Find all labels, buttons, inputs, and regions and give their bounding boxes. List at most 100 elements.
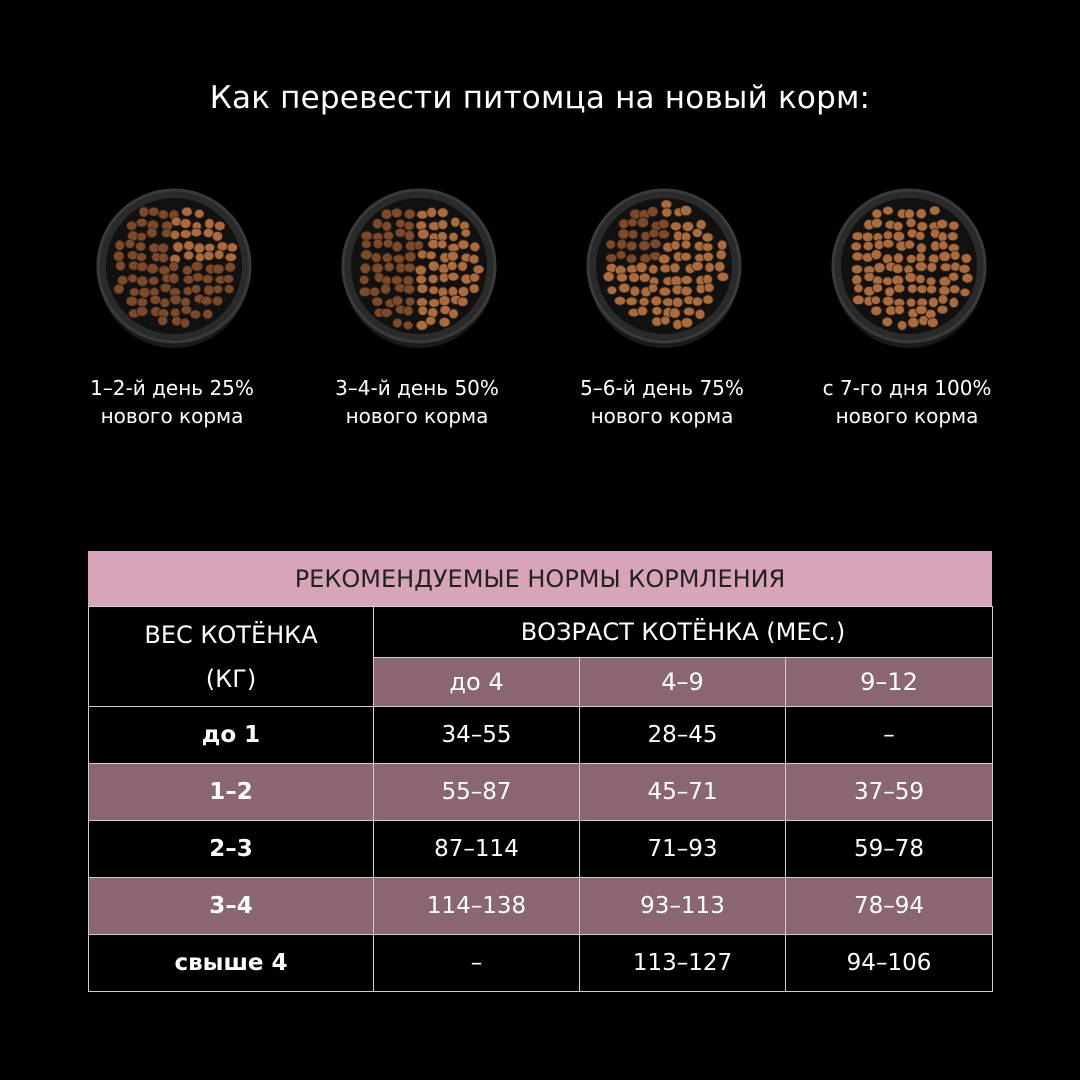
new-kibble: [204, 218, 215, 230]
old-kibble: [136, 252, 147, 262]
new-kibble: [851, 274, 863, 286]
new-kibble: [468, 254, 480, 265]
new-kibble: [704, 262, 715, 273]
new-kibble: [681, 221, 695, 232]
new-kibble: [170, 216, 182, 227]
step-food-label: нового корма: [345, 404, 489, 428]
new-kibble: [194, 208, 205, 219]
new-kibble: [203, 250, 215, 261]
old-kibble: [157, 242, 169, 254]
new-kibble: [894, 304, 905, 316]
old-kibble: [394, 227, 407, 238]
new-kibble: [625, 296, 638, 306]
old-kibble: [182, 265, 193, 276]
new-kibble: [637, 305, 649, 317]
new-kibble: [904, 208, 915, 220]
old-kibble: [124, 238, 136, 249]
new-kibble: [702, 251, 714, 262]
new-kibble: [702, 294, 714, 305]
old-kibble: [404, 296, 416, 307]
new-kibble: [961, 272, 974, 284]
new-kibble: [959, 287, 971, 298]
new-kibble: [937, 231, 948, 242]
new-kibble: [638, 296, 650, 307]
new-kibble: [679, 251, 692, 262]
new-kibble: [870, 305, 883, 317]
food-bowl-image: [582, 180, 746, 356]
weight-header-line2: (КГ): [205, 664, 257, 693]
new-kibble: [448, 231, 459, 242]
new-kibble: [660, 199, 673, 210]
new-kibble: [703, 282, 715, 293]
old-kibble: [359, 275, 370, 285]
old-kibble: [169, 294, 182, 305]
new-kibble: [658, 286, 672, 297]
new-kibble: [893, 252, 904, 264]
value-cell: 55–87: [373, 763, 580, 821]
old-kibble: [138, 287, 151, 298]
step-days-label: с 7-го дня 100%: [822, 376, 992, 400]
old-kibble: [360, 239, 372, 249]
old-kibble: [113, 250, 125, 262]
new-kibble: [416, 297, 429, 308]
old-kibble: [380, 283, 391, 295]
weight-cell: до 1: [88, 706, 374, 764]
old-kibble: [615, 250, 627, 260]
new-kibble: [618, 282, 631, 294]
value-cell: 34–55: [373, 706, 580, 764]
old-kibble: [136, 261, 149, 272]
old-kibble: [171, 316, 182, 327]
new-kibble: [427, 274, 439, 285]
old-kibble: [136, 232, 147, 242]
new-kibble: [648, 264, 659, 275]
value-cell: 78–94: [784, 877, 994, 935]
new-kibble: [438, 272, 450, 283]
feeding-grid: ВЕС КОТЁНКА (КГ) ВОЗРАСТ КОТЁНКА (МЕС.) …: [88, 606, 994, 992]
new-kibble: [925, 276, 937, 287]
old-kibble: [626, 240, 638, 252]
new-kibble: [850, 264, 863, 275]
new-kibble: [456, 296, 469, 307]
new-kibble: [907, 317, 920, 329]
new-kibble: [457, 239, 470, 250]
age-column-header: 4–9: [579, 657, 786, 707]
step-caption: 3–4-й день 50% нового корма: [297, 374, 537, 430]
old-kibble: [127, 273, 138, 284]
new-kibble: [851, 251, 864, 262]
new-kibble: [672, 297, 684, 308]
new-kibble: [226, 242, 238, 253]
new-kibble: [169, 229, 181, 240]
new-kibble: [927, 317, 939, 328]
old-kibble: [369, 286, 381, 297]
new-kibble: [914, 261, 928, 272]
new-kibble: [680, 285, 693, 297]
new-kibble: [651, 306, 663, 316]
new-kibble: [204, 242, 216, 253]
new-kibble: [937, 294, 949, 305]
new-kibble: [873, 239, 885, 250]
new-kibble: [861, 231, 874, 243]
new-kibble: [438, 316, 451, 328]
old-kibble: [148, 206, 160, 217]
new-kibble: [947, 231, 959, 242]
new-kibble: [918, 315, 929, 326]
new-kibble: [606, 285, 618, 295]
old-kibble: [382, 238, 394, 249]
new-kibble: [669, 307, 681, 319]
new-kibble: [416, 283, 429, 294]
old-kibble: [158, 252, 169, 264]
old-kibble: [403, 284, 416, 295]
new-kibble: [897, 320, 908, 331]
old-kibble: [380, 208, 393, 220]
weight-header: ВЕС КОТЁНКА (КГ): [88, 606, 374, 707]
weight-cell: 2–3: [88, 820, 374, 878]
new-kibble: [602, 271, 615, 282]
old-kibble: [224, 261, 236, 273]
new-kibble: [672, 319, 683, 330]
new-kibble: [691, 296, 704, 307]
weight-cell: 3–4: [88, 877, 374, 935]
page-title: Как перевести питомца на новый корм:: [209, 80, 871, 116]
value-cell: 93–113: [579, 877, 786, 935]
new-kibble: [701, 232, 714, 243]
new-kibble: [468, 283, 480, 294]
